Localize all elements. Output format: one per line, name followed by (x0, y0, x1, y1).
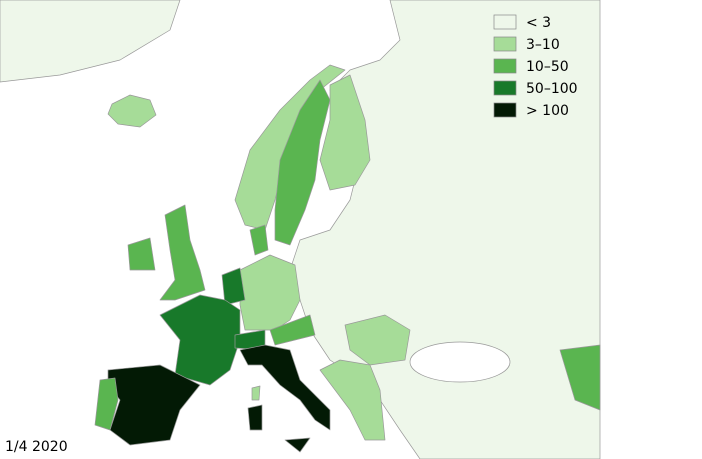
legend: < 3 3–10 10–50 50–100 > 100 (493, 14, 578, 119)
denmark (249, 224, 269, 256)
sweden (274, 79, 331, 246)
legend-label: 50–100 (526, 81, 578, 97)
balkans (319, 359, 386, 441)
legend-swatch (493, 58, 517, 74)
legend-swatch (493, 102, 517, 118)
germany (239, 254, 301, 331)
uk (159, 204, 206, 301)
france (159, 294, 241, 386)
countries (0, 0, 601, 459)
sardinia (247, 404, 263, 431)
legend-label: > 100 (526, 103, 569, 119)
iran (559, 344, 601, 411)
legend-swatch (493, 80, 517, 96)
ireland (127, 237, 156, 271)
legend-label: 3–10 (526, 37, 560, 53)
italy (239, 344, 331, 431)
legend-swatch (493, 36, 517, 52)
legend-label: 10–50 (526, 59, 569, 75)
legend-swatch (493, 14, 517, 30)
greenland (0, 0, 181, 83)
finland (319, 74, 371, 191)
sicily (284, 437, 311, 453)
legend-label: < 3 (526, 15, 551, 31)
iceland (107, 94, 157, 128)
black-sea (409, 341, 511, 383)
benelux (221, 267, 246, 306)
romania (344, 314, 411, 366)
date-label: 1/4 2020 (5, 439, 68, 455)
portugal (94, 377, 119, 431)
corsica (251, 385, 261, 401)
austria (269, 314, 316, 346)
